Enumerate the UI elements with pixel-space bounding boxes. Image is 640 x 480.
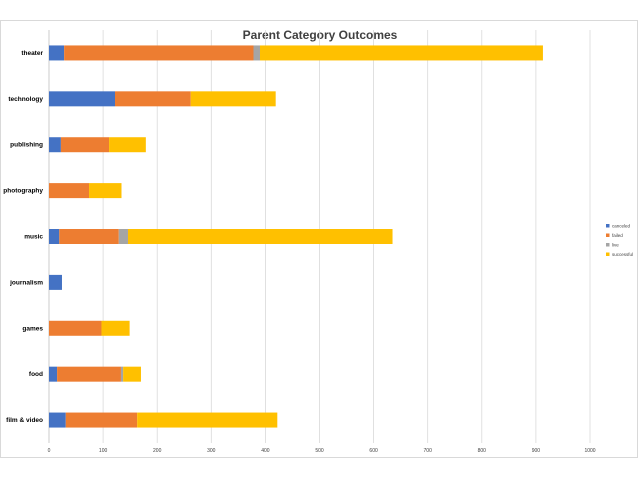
bar-canceled-music — [49, 229, 60, 244]
bar-canceled-journalism — [49, 274, 62, 290]
bar-failed-theater — [64, 45, 254, 61]
category-label: food — [29, 371, 43, 378]
bar-successful-games — [101, 320, 130, 336]
category-labels: theater technology publishing photography mu… — [3, 50, 43, 424]
bar-canceled-technology — [49, 91, 116, 107]
bar-live-food — [120, 366, 124, 382]
bar-canceled-food — [49, 366, 58, 382]
category-label: music — [24, 234, 43, 241]
x-tick-label: 800 — [478, 448, 487, 454]
x-tick-label: 500 — [315, 448, 324, 454]
category-label: film & video — [6, 417, 43, 424]
bar-failed-publishing — [60, 137, 110, 153]
bar-failed-technology — [115, 91, 191, 107]
bar-successful-food — [123, 366, 141, 382]
chart-title: Parent Category Outcomes — [242, 28, 398, 42]
x-tick-label: 700 — [424, 448, 433, 454]
x-tick-label: 400 — [261, 448, 270, 454]
x-tick-label: 900 — [532, 448, 541, 454]
x-tick-label: 300 — [207, 448, 216, 454]
x-tick-label: 100 — [99, 448, 108, 454]
legend-swatch — [606, 233, 610, 237]
bar-canceled-film-video — [49, 412, 66, 428]
chart-frame — [0, 20, 638, 458]
bar-canceled-publishing — [49, 137, 61, 153]
x-tick-label: 0 — [48, 448, 51, 454]
bar-successful-technology — [190, 91, 276, 107]
category-label: technology — [8, 96, 43, 103]
bar-successful-photography — [89, 183, 122, 199]
legend-swatch — [606, 224, 610, 228]
bar-successful-film-video — [137, 412, 278, 428]
category-label: theater — [21, 50, 43, 57]
bar-failed-photography — [49, 183, 90, 199]
bars — [49, 45, 543, 428]
bar-failed-music — [59, 229, 119, 244]
legend: canceled failed live successful — [606, 224, 633, 257]
category-label: games — [22, 325, 43, 332]
bar-live-music — [118, 229, 128, 244]
bar-successful-publishing — [109, 137, 146, 153]
category-label: journalism — [9, 279, 43, 286]
x-tick-label: 600 — [369, 448, 378, 454]
legend-label: canceled — [612, 224, 631, 229]
bar-canceled-theater — [49, 45, 65, 61]
legend-label: successful — [612, 252, 633, 257]
bar-failed-film-video — [65, 412, 138, 428]
bar-failed-food — [57, 366, 121, 382]
bar-successful-music — [127, 229, 393, 244]
legend-label: live — [612, 243, 619, 248]
legend-label: failed — [612, 233, 623, 238]
x-tick-labels: 0 100 200 300 400 500 600 700 800 900 1000 — [48, 448, 596, 454]
bar-live-theater — [253, 45, 260, 61]
category-label: photography — [3, 188, 43, 195]
category-label: publishing — [10, 142, 43, 149]
legend-swatch — [606, 252, 610, 256]
x-tick-label: 200 — [153, 448, 162, 454]
bar-successful-theater — [259, 45, 543, 61]
x-tick-label: 1000 — [584, 448, 595, 454]
bar-failed-games — [49, 320, 102, 336]
legend-swatch — [606, 243, 610, 247]
